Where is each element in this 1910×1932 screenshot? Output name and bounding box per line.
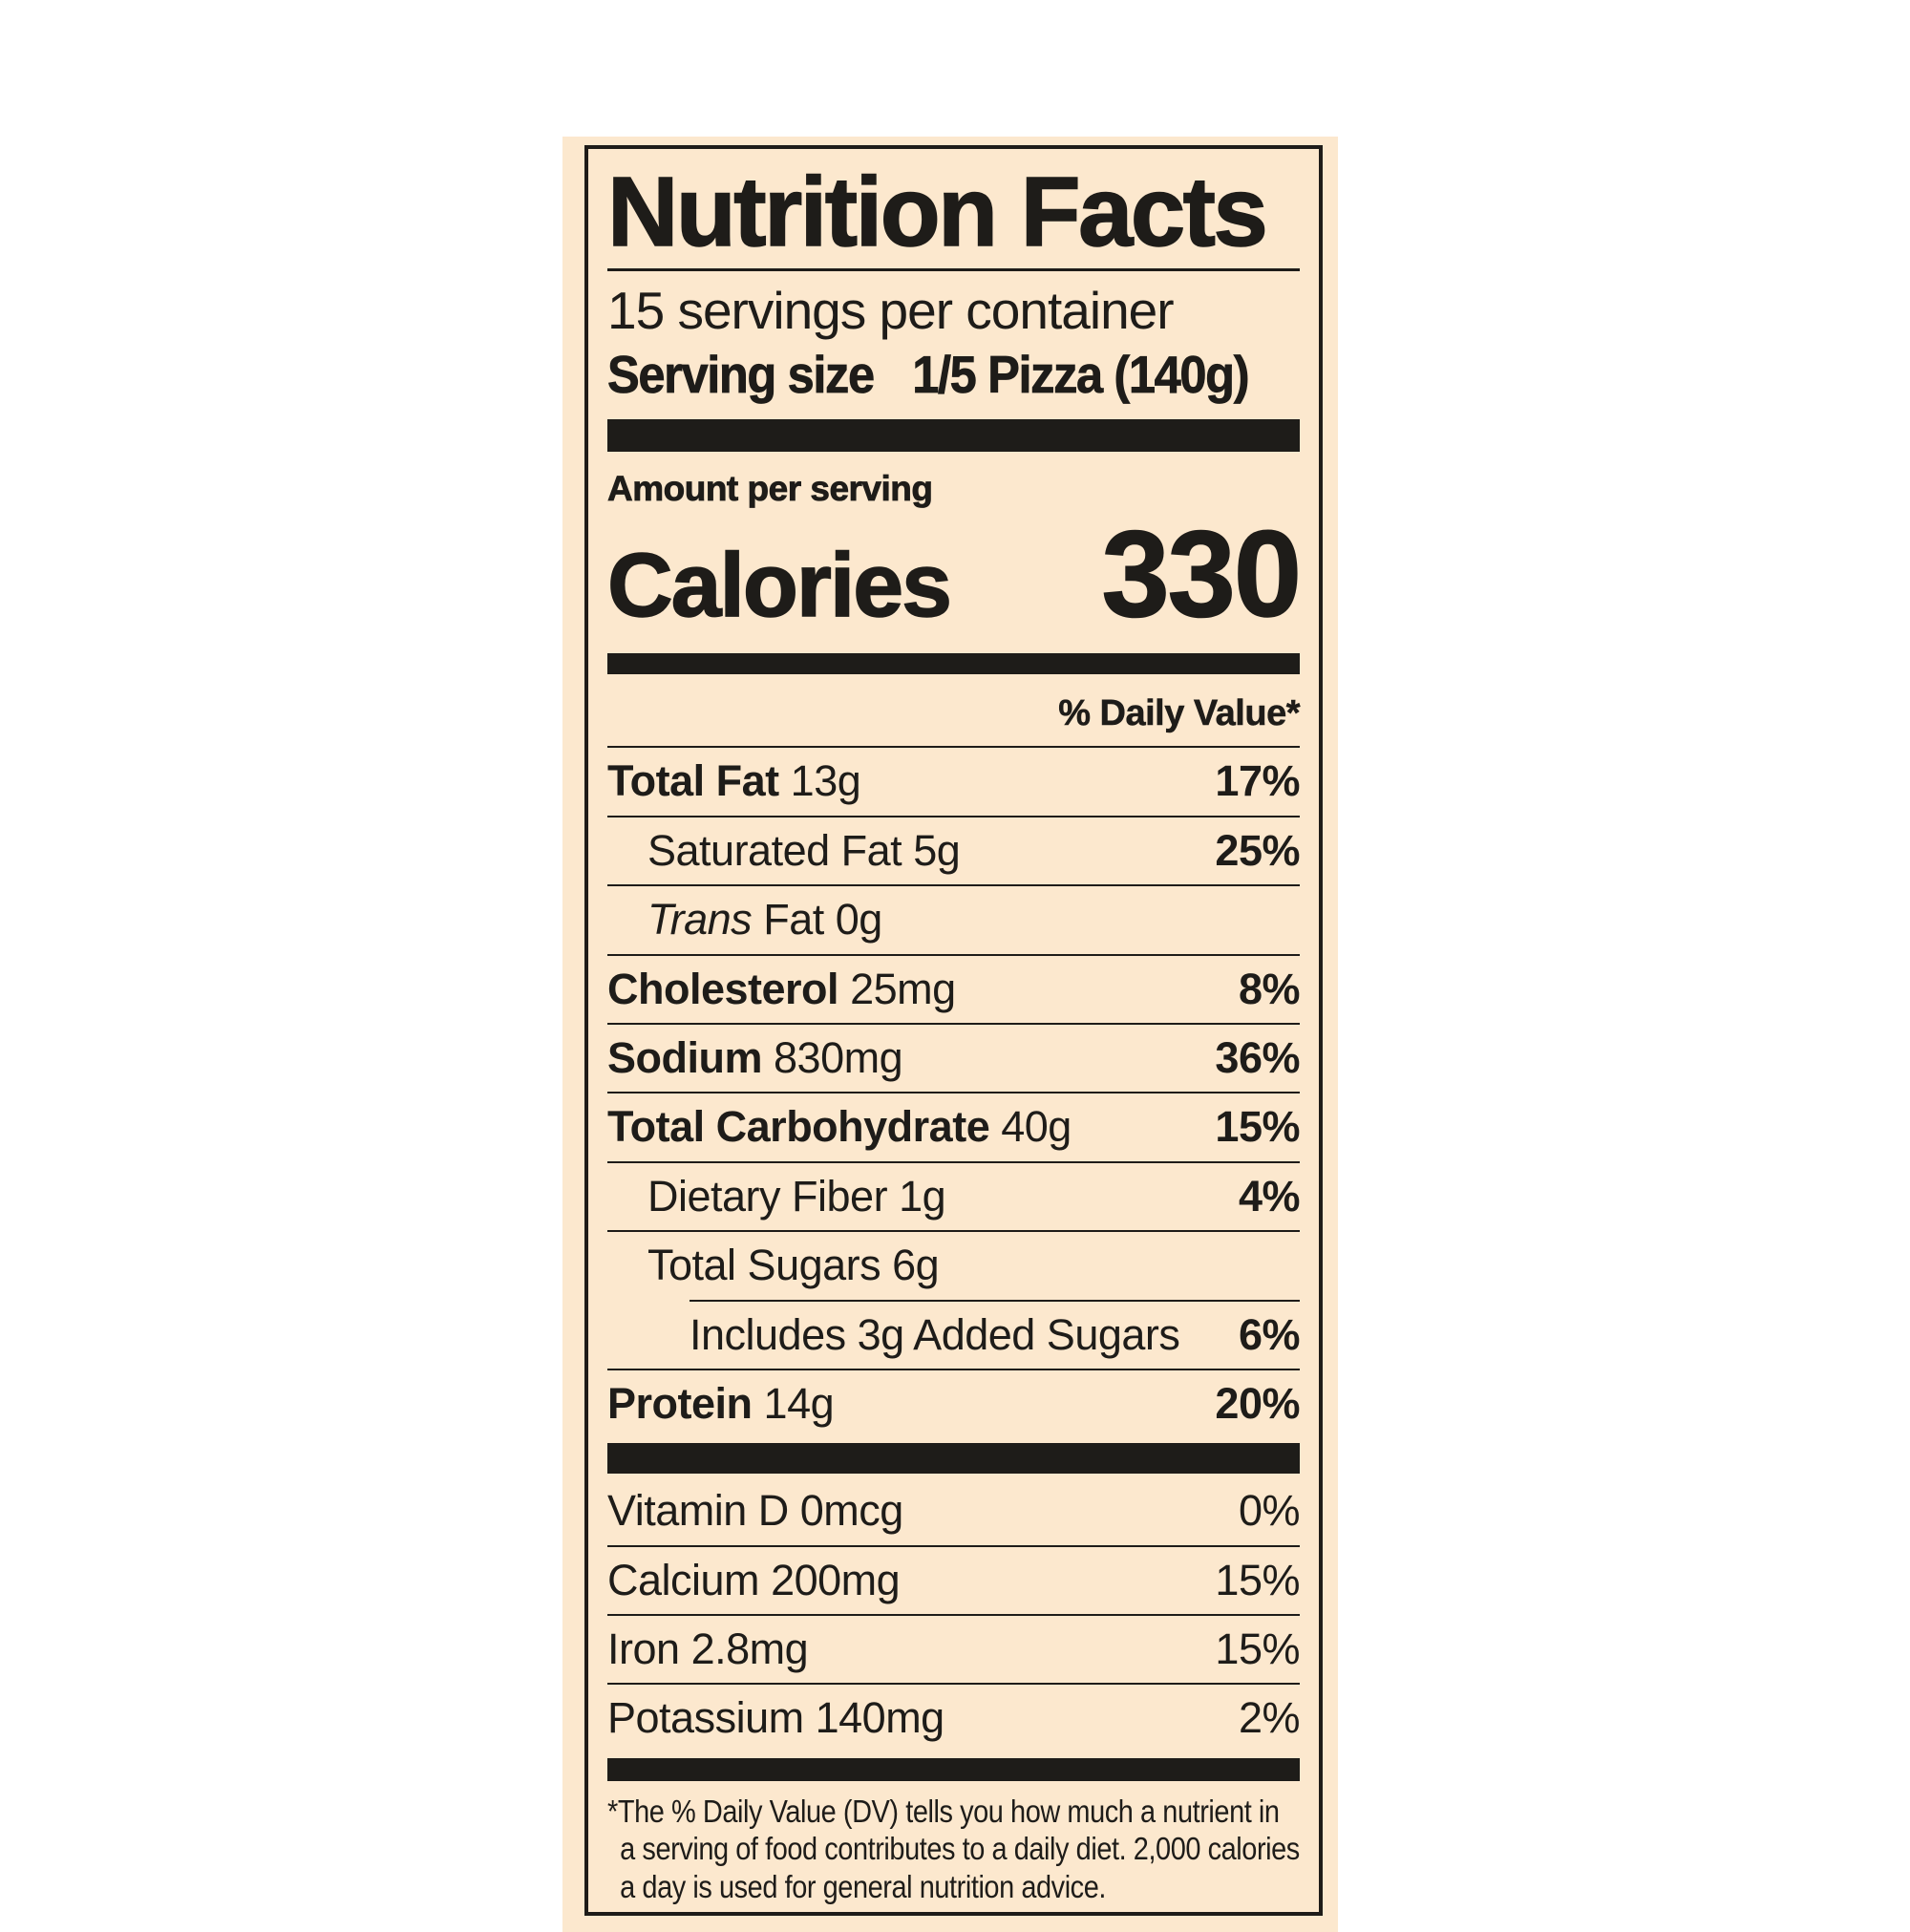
row-divider bbox=[607, 1544, 1300, 1547]
row-divider bbox=[607, 1160, 1300, 1163]
vitamin-row-iron: Iron 2.8mg 15% bbox=[607, 1616, 1300, 1683]
nutrient-amount: 40g bbox=[1001, 1102, 1072, 1152]
daily-value-header: % Daily Value* bbox=[1058, 693, 1301, 734]
serving-size-value: 1/5 Pizza (140g) bbox=[912, 345, 1250, 405]
vitamin-amount: 2.8mg bbox=[690, 1624, 809, 1674]
vitamin-row-potassium: Potassium 140mg 2% bbox=[607, 1685, 1301, 1752]
serving-size-row: Serving size 1/5 Pizza (140g) bbox=[607, 339, 1250, 405]
nutrient-name: Total Sugars bbox=[647, 1241, 881, 1290]
serving-size-label: Serving size bbox=[607, 345, 876, 405]
nutrient-row-saturated-fat: Saturated Fat 5g 25% bbox=[607, 817, 1300, 884]
nutrient-name: Total Carbohydrate bbox=[607, 1102, 990, 1152]
nutrient-name: Dietary Fiber bbox=[647, 1171, 888, 1221]
medium-divider-calories bbox=[607, 653, 1300, 675]
servings-per-container: 15 servings per container bbox=[607, 281, 1175, 340]
nutrient-amount: 0g bbox=[835, 895, 883, 945]
title-divider bbox=[607, 268, 1300, 271]
vitamin-name: Vitamin D bbox=[607, 1486, 789, 1536]
thick-divider-protein bbox=[607, 1443, 1300, 1475]
row-divider bbox=[607, 884, 1300, 887]
vitamin-row-calcium: Calcium 200mg 15% bbox=[607, 1547, 1300, 1614]
row-divider bbox=[607, 1683, 1300, 1686]
nutrient-row-total-carbohydrate: Total Carbohydrate 40g 15% bbox=[607, 1093, 1300, 1160]
label-title: Nutrition Facts bbox=[606, 157, 1268, 266]
nutrient-amount: 13g bbox=[790, 756, 861, 806]
vitamin-amount: 200mg bbox=[771, 1555, 901, 1604]
vitamin-row-vitamin-d: Vitamin D 0mcg 0% bbox=[607, 1477, 1301, 1544]
nutrient-name-italic: Trans bbox=[647, 895, 753, 945]
nutrient-row-added-sugars: Includes 3g Added Sugars 6% bbox=[607, 1302, 1301, 1369]
nutrient-amount: 25mg bbox=[850, 964, 956, 1013]
nutrient-row-trans-fat: Trans Fat 0g bbox=[607, 886, 1300, 953]
nutrient-row-dietary-fiber: Dietary Fiber 1g 4% bbox=[607, 1163, 1301, 1230]
nutrient-amount: 830mg bbox=[774, 1032, 903, 1082]
row-divider bbox=[607, 1614, 1300, 1617]
vitamin-name: Potassium bbox=[607, 1693, 804, 1743]
vitamin-amount: 0mcg bbox=[799, 1486, 904, 1536]
nutrient-daily-value: 8% bbox=[1238, 964, 1301, 1013]
nutrient-row-cholesterol: Cholesterol 25mg 8% bbox=[607, 956, 1301, 1023]
nutrient-name: Includes 3g Added Sugars bbox=[690, 1309, 1180, 1359]
row-divider bbox=[607, 815, 1300, 817]
nutrient-row-total-sugars: Total Sugars 6g bbox=[607, 1232, 1300, 1299]
vitamin-name: Iron bbox=[607, 1624, 680, 1674]
calories-row: Calories 330 bbox=[606, 505, 1303, 647]
nutrient-row-protein: Protein 14g 20% bbox=[607, 1370, 1300, 1437]
nutrient-name: Total Fat bbox=[607, 756, 779, 806]
vitamin-daily-value: 2% bbox=[1238, 1693, 1301, 1743]
nutrient-name: Cholesterol bbox=[607, 964, 839, 1013]
nutrition-label-panel: Nutrition Facts 15 servings per containe… bbox=[562, 137, 1338, 1932]
daily-value-footnote: *The % Daily Value (DV) tells you how mu… bbox=[607, 1793, 1300, 1905]
calories-value: 330 bbox=[1101, 505, 1303, 643]
nutrient-row-total-fat: Total Fat 13g 17% bbox=[607, 748, 1300, 815]
nutrient-daily-value: 6% bbox=[1238, 1309, 1301, 1359]
vitamin-name: Calcium bbox=[607, 1555, 760, 1604]
nutrient-name: Protein bbox=[607, 1378, 753, 1428]
nutrient-amount: 5g bbox=[913, 825, 961, 875]
row-divider bbox=[607, 1230, 1300, 1233]
nutrient-amount: 6g bbox=[892, 1241, 940, 1290]
nutrient-amount: 14g bbox=[763, 1378, 835, 1428]
row-divider bbox=[607, 1022, 1300, 1025]
thick-divider-bottom bbox=[607, 1757, 1300, 1781]
calories-label: Calories bbox=[606, 534, 952, 636]
nutrient-daily-value: 17% bbox=[1215, 756, 1300, 806]
nutrient-daily-value: 15% bbox=[1215, 1102, 1300, 1152]
nutrient-daily-value: 20% bbox=[1215, 1378, 1300, 1428]
nutrient-name: Fat bbox=[763, 895, 824, 945]
amount-per-serving-label: Amount per serving bbox=[607, 468, 934, 508]
thick-divider-top bbox=[607, 418, 1300, 452]
nutrient-row-sodium: Sodium 830mg 36% bbox=[607, 1025, 1300, 1092]
row-divider bbox=[607, 1092, 1300, 1094]
vitamin-daily-value: 0% bbox=[1238, 1486, 1301, 1536]
nutrient-name: Saturated Fat bbox=[647, 825, 902, 875]
row-divider bbox=[607, 746, 1300, 749]
row-divider-indented bbox=[690, 1299, 1300, 1302]
nutrient-daily-value: 36% bbox=[1215, 1032, 1300, 1082]
row-divider bbox=[607, 1368, 1300, 1370]
nutrient-daily-value: 4% bbox=[1238, 1171, 1301, 1221]
nutrient-daily-value: 25% bbox=[1215, 825, 1300, 875]
nutrient-amount: 1g bbox=[899, 1171, 946, 1221]
vitamin-daily-value: 15% bbox=[1215, 1624, 1300, 1674]
vitamin-daily-value: 15% bbox=[1215, 1555, 1300, 1604]
nutrient-name: Sodium bbox=[607, 1032, 763, 1082]
nutrition-label-border-box: Nutrition Facts 15 servings per containe… bbox=[584, 145, 1323, 1916]
row-divider bbox=[607, 953, 1300, 956]
vitamin-amount: 140mg bbox=[815, 1693, 945, 1743]
